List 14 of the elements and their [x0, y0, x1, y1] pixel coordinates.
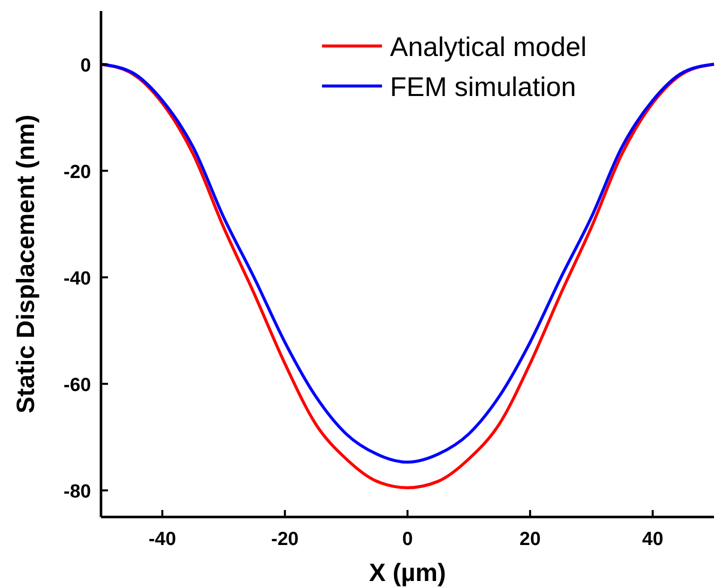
x-tick-label: -40: [148, 529, 176, 550]
y-tick-label: 0: [80, 55, 91, 76]
legend-label: Analytical model: [390, 32, 587, 62]
x-tick-label: 0: [402, 529, 413, 550]
x-tick-label: -20: [271, 529, 299, 550]
x-axis-title: X (µm): [369, 559, 446, 587]
y-axis-title: Static Displacement (nm): [12, 114, 40, 414]
legend-label: FEM simulation: [390, 72, 576, 102]
y-tick-label: -60: [64, 374, 91, 396]
y-tick-label: -40: [64, 268, 91, 290]
y-tick-label: -80: [64, 481, 91, 502]
y-tick-label: -20: [64, 162, 91, 183]
x-tick-label: 40: [642, 529, 664, 550]
x-tick-label: 20: [520, 529, 541, 550]
